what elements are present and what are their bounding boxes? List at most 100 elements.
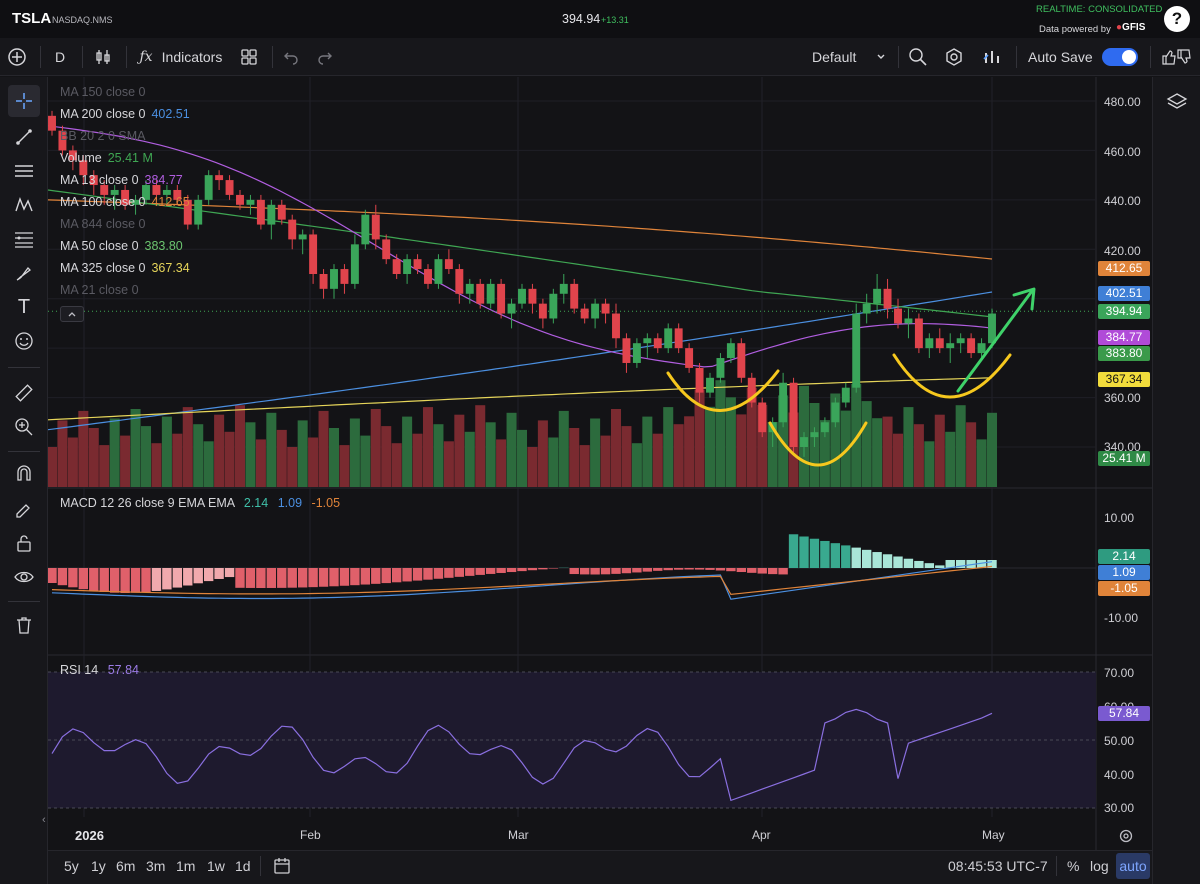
help-button[interactable]: ? [1164, 6, 1190, 32]
candle-body [664, 328, 673, 349]
macd-legend[interactable]: MACD 12 26 close 9 EMA EMA 2.14 1.09 -1.… [60, 496, 341, 510]
rsi-legend[interactable]: RSI 14 57.84 [60, 663, 139, 677]
time-tick: Feb [300, 828, 321, 842]
layout-dropdown[interactable] [874, 46, 888, 68]
templates-button[interactable] [238, 46, 260, 68]
chart-area[interactable] [48, 77, 1152, 851]
layout-name[interactable]: Default [812, 49, 857, 65]
candle-body [246, 199, 255, 205]
macd-tick: -10.00 [1104, 611, 1139, 625]
legend-collapse-button[interactable] [60, 306, 84, 322]
divider [260, 856, 261, 876]
timeframe-3m[interactable]: 3m [146, 858, 166, 874]
percent-scale-button[interactable]: % [1067, 858, 1080, 874]
delete-tool[interactable] [8, 609, 40, 641]
settings-button[interactable] [942, 46, 966, 68]
interval-button[interactable]: D [54, 49, 66, 65]
volume-bar [851, 384, 862, 487]
date-range-button[interactable] [272, 856, 292, 881]
legend-ma50[interactable]: MA 50 close 0 383.80 [60, 239, 183, 253]
candle-body [967, 338, 976, 354]
volume-bar [120, 435, 131, 487]
timeframe-5y[interactable]: 5y [64, 858, 79, 874]
legend-ma150[interactable]: MA 150 close 0 [60, 85, 146, 99]
divider [82, 46, 83, 68]
candle-body [695, 367, 704, 393]
macd-histogram-bar [893, 556, 903, 568]
feedback-button[interactable] [1160, 46, 1192, 68]
magnet-tool[interactable] [8, 457, 40, 489]
symbol-label[interactable]: TSLA [12, 10, 52, 27]
legend-ma13[interactable]: MA 13 close 0 384.77 [60, 173, 183, 187]
volume-bar [485, 422, 496, 487]
timeframe-1y[interactable]: 1y [91, 858, 106, 874]
macd-histogram-bar [68, 568, 78, 588]
legend-bb[interactable]: BB 20 2 0 SMA [60, 129, 146, 143]
ruler-tool[interactable] [8, 377, 40, 409]
timeframe-1w[interactable]: 1w [207, 858, 225, 874]
redo-button[interactable] [314, 46, 336, 68]
log-scale-button[interactable]: log [1090, 858, 1109, 874]
macd-histogram-bar [496, 568, 506, 573]
macd-histogram-bar [235, 568, 245, 588]
candle-body [330, 269, 338, 289]
candle-body [204, 175, 213, 200]
macd-histogram-bar [872, 552, 882, 568]
candle-body [810, 432, 819, 438]
macd-histogram-bar [193, 568, 203, 584]
pattern-tool[interactable] [8, 189, 40, 221]
macd-histogram-bar [778, 568, 788, 575]
timeframe-6m[interactable]: 6m [116, 858, 136, 874]
volume-bar [454, 414, 465, 487]
legend-ma844[interactable]: MA 844 close 0 [60, 217, 146, 231]
realtime-label: REALTIME: CONSOLIDATED [1036, 4, 1163, 15]
volume-bar [391, 443, 402, 487]
search-icon [909, 48, 927, 66]
legend-volume[interactable]: Volume 25.41 M [60, 151, 153, 165]
macd-histogram-bar [329, 568, 339, 587]
axis-settings-button[interactable] [1118, 828, 1134, 849]
auto-scale-button[interactable]: auto [1116, 853, 1150, 879]
autosave-toggle[interactable] [1102, 48, 1138, 66]
crosshair-tool[interactable] [8, 85, 40, 117]
brush-tool[interactable] [8, 257, 40, 289]
volume-bar [99, 445, 110, 487]
candle-body [841, 387, 850, 403]
visibility-tool[interactable] [8, 561, 40, 593]
text-tool[interactable]: T [8, 291, 40, 323]
rsi-tick: 50.00 [1104, 734, 1135, 748]
timeframe-1d[interactable]: 1d [235, 858, 251, 874]
legend-ma100[interactable]: MA 100 close 0 412.65 [60, 195, 190, 209]
trendline-icon [16, 129, 32, 145]
chart-type-button[interactable] [92, 46, 114, 68]
last-price-tag: 394.94 [1098, 304, 1150, 319]
candle-body [758, 402, 767, 433]
legend-ma325[interactable]: MA 325 close 0 367.34 [60, 261, 190, 275]
candle-body [340, 269, 349, 284]
collapse-left-icon[interactable]: ‹ [42, 814, 46, 826]
volume-bar [255, 439, 266, 487]
candle-body [518, 288, 526, 304]
trendline-tool[interactable] [8, 121, 40, 153]
rsi-value-tag: 57.84 [1098, 706, 1150, 721]
lock-tool[interactable] [8, 527, 40, 559]
quick-search-button[interactable] [906, 46, 930, 68]
lines-tool[interactable] [8, 155, 40, 187]
zoom-tool[interactable] [8, 411, 40, 443]
fib-tool[interactable] [8, 223, 40, 255]
emoji-tool[interactable] [8, 325, 40, 357]
legend-ma200[interactable]: MA 200 close 0 402.51 [60, 107, 190, 121]
replay-button[interactable] [980, 46, 1004, 68]
object-tree-button[interactable] [1161, 85, 1193, 117]
timeframe-1m[interactable]: 1m [176, 858, 196, 874]
volume-bar [537, 420, 548, 487]
draw-mode-tool[interactable] [8, 493, 40, 525]
macd-histogram-bar [527, 568, 538, 571]
indicators-button[interactable]: Indicators [161, 49, 223, 65]
clock-display[interactable]: 08:45:53 UTC-7 [948, 858, 1048, 874]
legend-ma21[interactable]: MA 21 close 0 [60, 283, 139, 297]
undo-button[interactable] [280, 46, 302, 68]
add-symbol-button[interactable] [6, 46, 28, 68]
volume-bar [757, 404, 768, 487]
macd-histogram-bar [297, 568, 308, 588]
